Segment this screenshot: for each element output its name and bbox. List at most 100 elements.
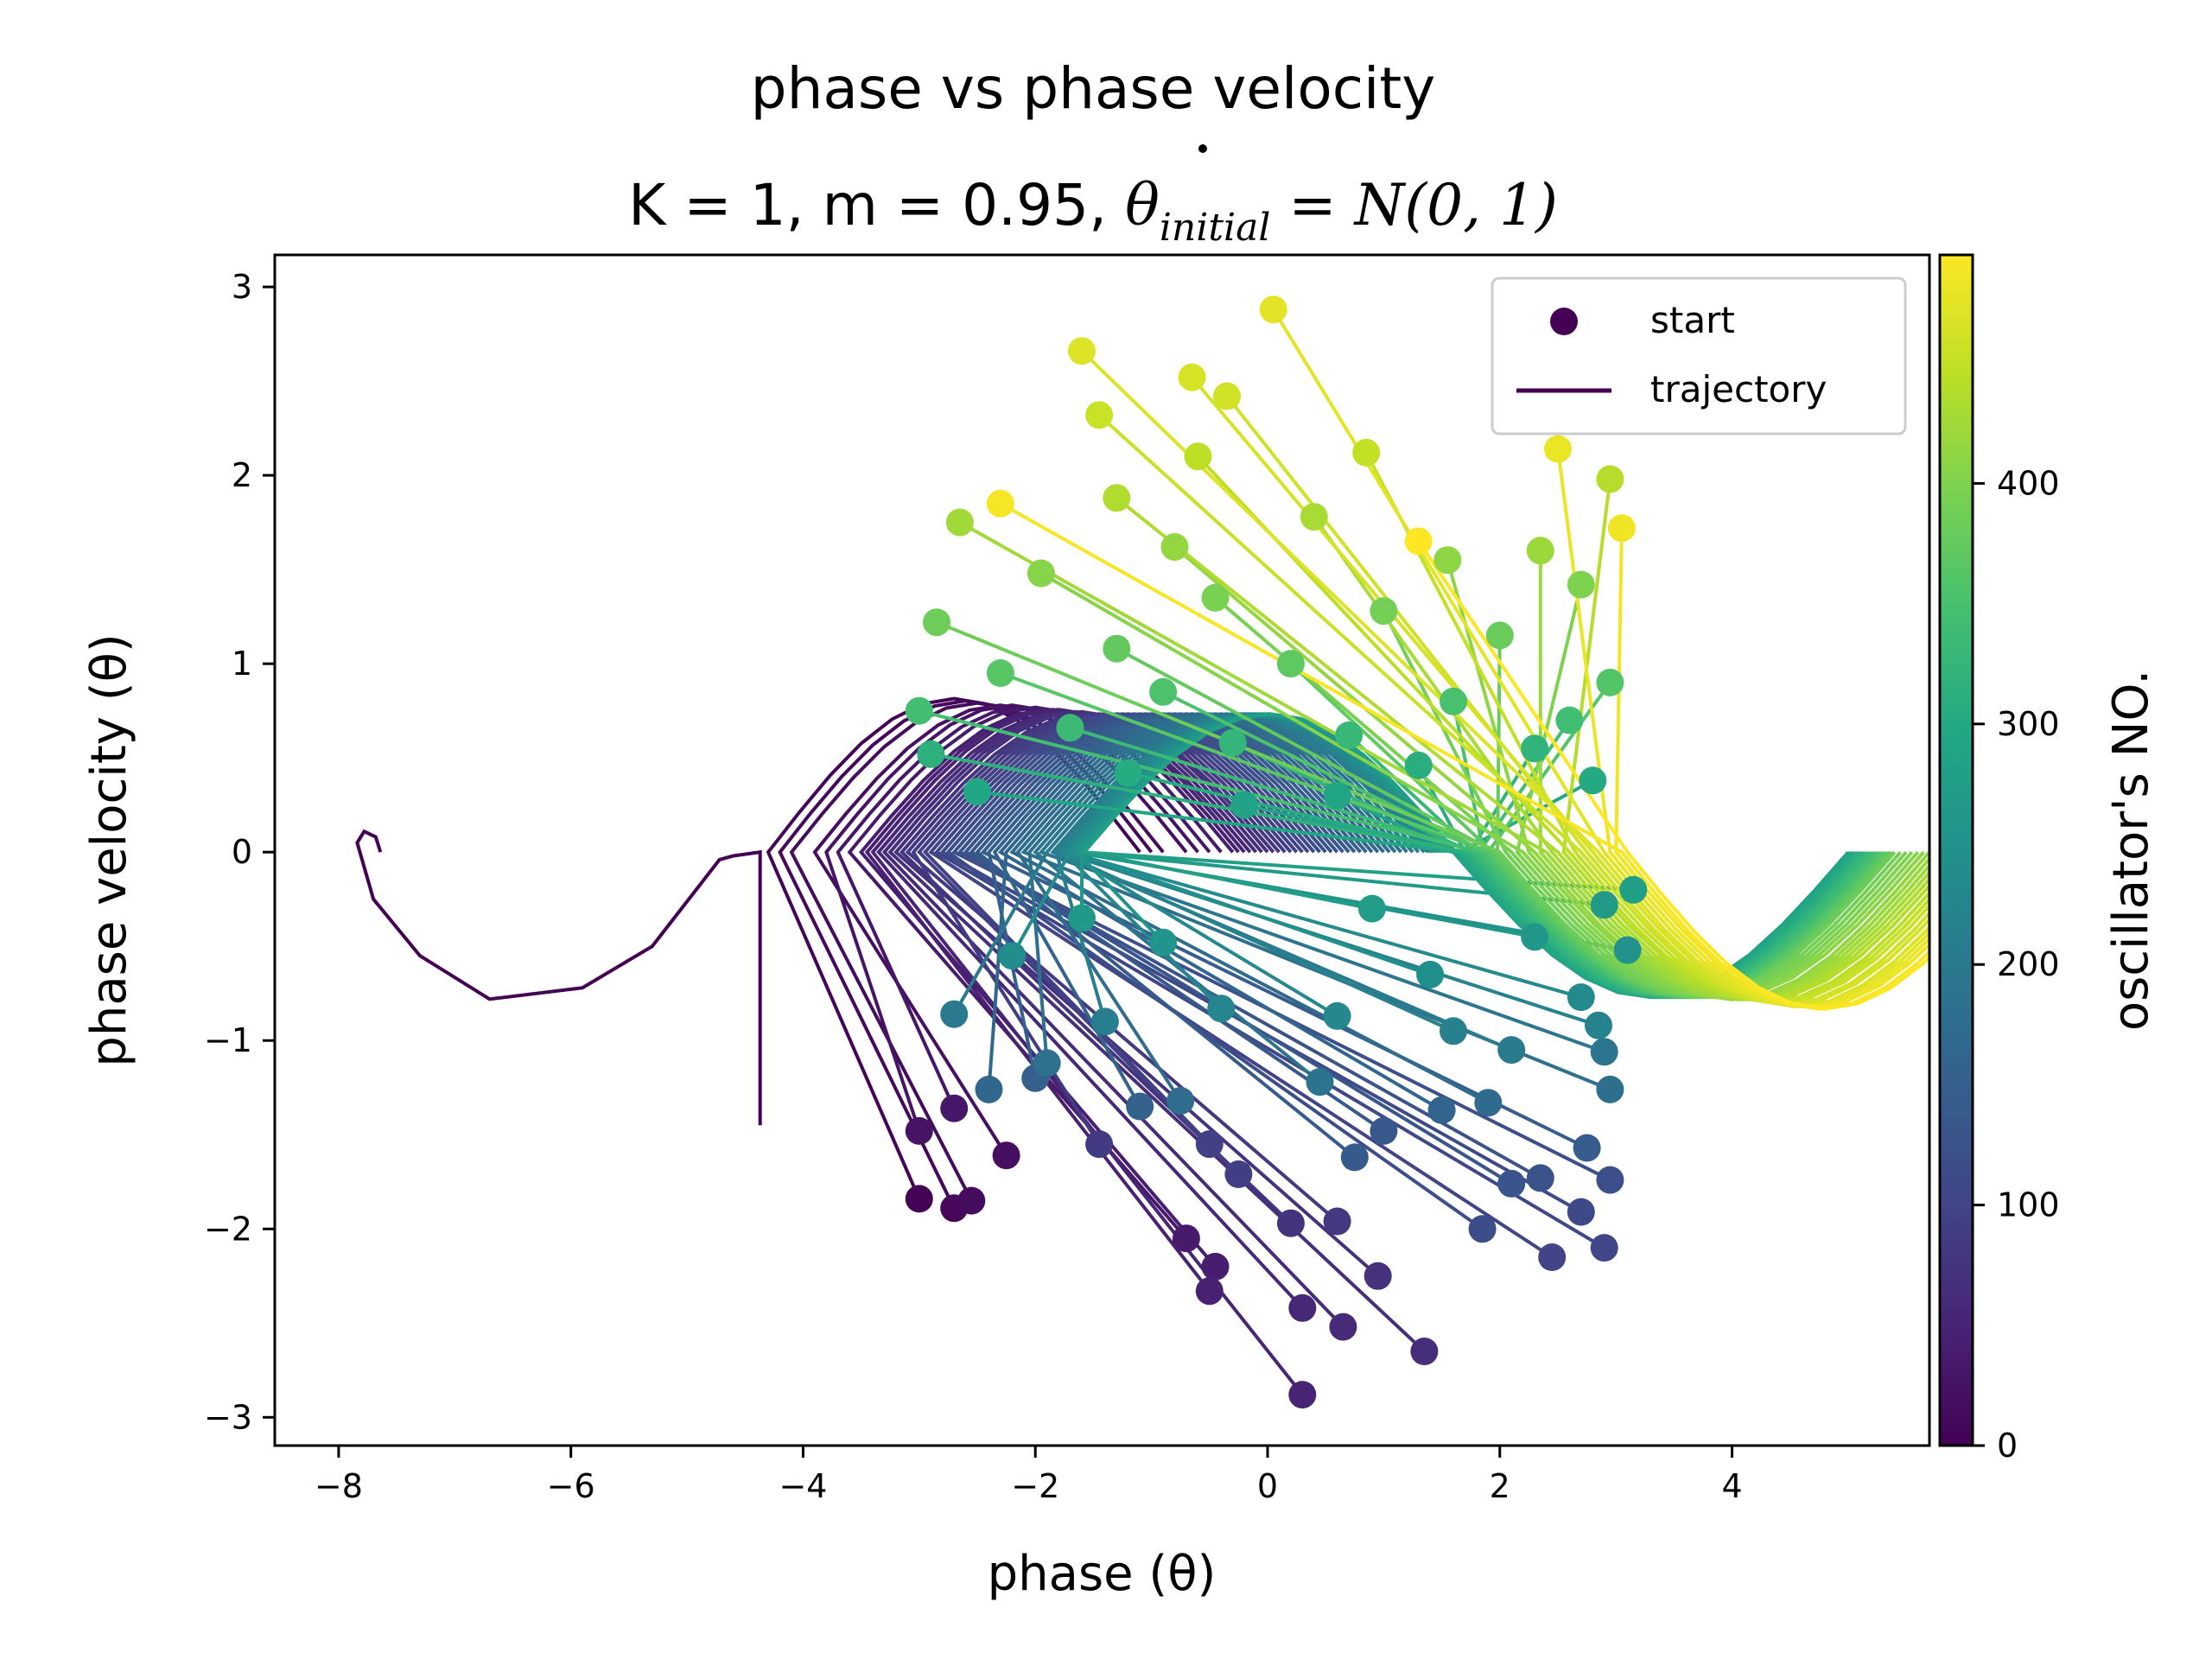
start-point	[1440, 1017, 1467, 1046]
chart-title-params: K = 1, m = 0.95,	[628, 172, 1125, 238]
trajectory-layer	[355, 308, 1929, 1396]
chart-title-line1: phase vs phase velocity	[751, 55, 1436, 122]
start-point	[1033, 1049, 1061, 1077]
colorbar-tick-label: 0	[1997, 1427, 2018, 1465]
y-tick-label: 0	[232, 833, 252, 871]
start-point	[1218, 728, 1247, 757]
start-point	[1433, 546, 1462, 575]
y-tick-label: −2	[204, 1210, 252, 1248]
start-point	[1596, 1166, 1624, 1194]
start-point	[1329, 1313, 1357, 1341]
start-point	[1085, 1130, 1114, 1159]
start-point	[1544, 435, 1572, 463]
start-point	[1590, 1038, 1618, 1066]
y-tick-label: 1	[232, 645, 252, 683]
colorbar-ticks: 0 100 200 300 400	[1973, 464, 2060, 1465]
start-point	[1276, 650, 1305, 678]
x-tick-label: −6	[547, 1467, 595, 1505]
start-point	[1596, 465, 1624, 493]
start-point	[1579, 766, 1607, 795]
legend-trajectory-label: trajectory	[1650, 368, 1827, 410]
start-point	[1474, 1089, 1503, 1117]
start-point	[1178, 363, 1206, 391]
start-point	[923, 608, 950, 637]
start-point	[1468, 1215, 1497, 1243]
start-point	[917, 740, 945, 768]
start-point	[1613, 936, 1642, 964]
start-point	[986, 489, 1014, 518]
start-point	[1410, 1338, 1439, 1365]
start-point	[1207, 995, 1236, 1023]
colorbar-tick-label: 400	[1997, 464, 2060, 502]
x-axis-ticks: −8 −6 −4 −2 0 2 4	[315, 1446, 1743, 1505]
x-tick-label: −8	[315, 1467, 363, 1505]
legend: start trajectory	[1491, 276, 1907, 435]
start-point	[1404, 751, 1433, 779]
start-point	[1172, 1224, 1200, 1253]
x-axis-label: phase (θ)	[988, 1546, 1217, 1602]
start-point	[1370, 597, 1398, 626]
start-point	[1068, 904, 1096, 932]
start-point	[1335, 721, 1363, 749]
start-point	[986, 659, 1014, 687]
start-point	[1363, 1262, 1392, 1290]
colorbar: 0 100 200 300 400 oscillator's NO.	[1938, 253, 2159, 1465]
start-point	[1340, 1143, 1369, 1172]
start-point	[1370, 1116, 1398, 1145]
start-marker-layer	[905, 296, 1648, 1409]
start-point	[1259, 296, 1287, 324]
start-point	[1357, 894, 1386, 923]
x-tick-label: 0	[1257, 1467, 1278, 1505]
y-axis-label: phase velocity (θ)	[81, 633, 137, 1066]
start-point	[1596, 1075, 1624, 1103]
y-tick-label: 3	[232, 268, 252, 306]
start-point	[1201, 583, 1230, 612]
start-point	[975, 1075, 1003, 1103]
chart-title-theta: θ	[1125, 172, 1160, 238]
start-point	[1555, 706, 1584, 734]
colorbar-tick-label: 200	[1997, 945, 2060, 983]
start-point	[905, 1116, 933, 1145]
start-point	[1526, 1164, 1554, 1192]
start-point	[905, 696, 933, 725]
start-point	[1213, 382, 1241, 410]
colorbar-gradient	[1938, 253, 1974, 1447]
start-point	[1068, 337, 1096, 365]
start-point	[1027, 559, 1055, 588]
plot-area	[355, 296, 1929, 1409]
start-point	[1607, 514, 1636, 543]
start-point	[1323, 781, 1351, 810]
start-point	[1323, 1001, 1351, 1030]
start-point	[1160, 533, 1189, 561]
trajectory-line	[1417, 540, 1929, 1011]
start-point	[1288, 1294, 1317, 1322]
start-point	[1497, 1036, 1526, 1065]
start-point	[1114, 759, 1142, 787]
start-point	[1497, 1169, 1526, 1198]
chart-title-line2: K = 1, m = 0.95, θinitial = N(0, 1)	[628, 172, 1558, 250]
start-point	[1103, 634, 1131, 663]
y-tick-label: −3	[204, 1398, 252, 1436]
start-point	[945, 508, 974, 537]
legend-start-marker	[1550, 308, 1578, 335]
start-point	[1352, 438, 1381, 467]
start-point	[1567, 1198, 1595, 1226]
plot-frame	[273, 253, 1931, 1447]
x-tick-label: −2	[1011, 1467, 1059, 1505]
chart-title-subscript: initial	[1160, 206, 1271, 250]
colorbar-tick-label: 100	[1997, 1186, 2060, 1224]
chart-title-dot	[1198, 144, 1207, 153]
x-tick-label: −4	[779, 1467, 827, 1505]
start-point	[1085, 401, 1114, 429]
start-point	[1195, 1130, 1224, 1159]
start-point	[1521, 734, 1549, 763]
start-point	[1149, 928, 1178, 957]
start-point	[940, 1094, 969, 1122]
start-point	[963, 778, 991, 806]
start-point	[1596, 668, 1624, 696]
start-point	[1619, 875, 1648, 904]
x-tick-label: 2	[1490, 1467, 1510, 1505]
start-point	[1306, 1068, 1334, 1096]
start-point	[1573, 1134, 1601, 1162]
start-point	[992, 1141, 1020, 1170]
